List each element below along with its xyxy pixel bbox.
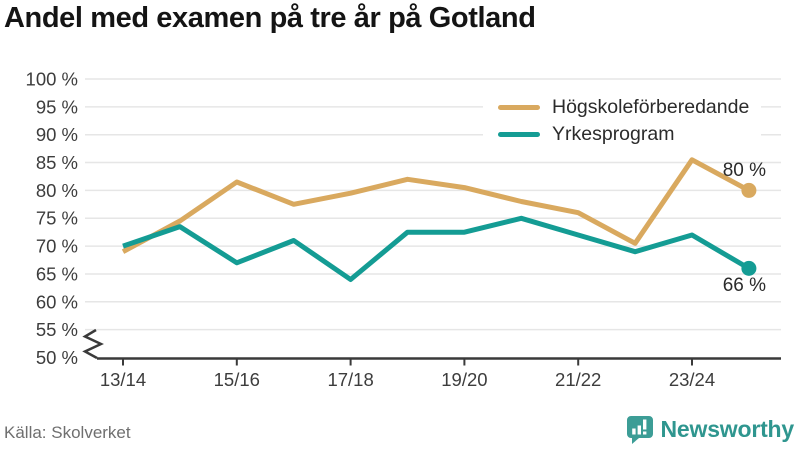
- y-axis-label: 55 %: [36, 319, 78, 340]
- y-axis-label: 70 %: [36, 236, 78, 257]
- legend-swatch-yrkesprogram: [498, 131, 540, 137]
- legend-label: Högskoleförberedande: [552, 95, 750, 118]
- series-line-1: [122, 215, 751, 282]
- y-axis-label: 65 %: [36, 263, 78, 284]
- y-axis-label: 100 %: [26, 68, 78, 89]
- source-note: Källa: Skolverket: [4, 423, 131, 442]
- x-axis-label: 17/18: [327, 369, 373, 390]
- newsworthy-logo[interactable]: Newsworthy: [625, 414, 794, 445]
- newsworthy-icon: [626, 416, 653, 444]
- y-axis-label: 60 %: [36, 291, 78, 312]
- legend-label: Yrkesprogram: [552, 122, 675, 145]
- series-line-0: [121, 157, 751, 254]
- x-axis-label: 21/22: [555, 369, 601, 390]
- chart-title: Andel med examen på tre år på Gotland: [4, 2, 536, 34]
- axis-break-icon: [82, 328, 104, 360]
- x-axis-label: 13/14: [100, 369, 146, 390]
- legend-item-hogskoleforberedande[interactable]: Högskoleförberedande: [498, 95, 750, 118]
- y-axis-label: 80 %: [36, 180, 78, 201]
- legend-swatch-hogskoleforberedande: [498, 104, 540, 110]
- y-axis-label: 95 %: [36, 96, 78, 117]
- series-end-dot-0: [741, 182, 757, 198]
- y-axis-label: 90 %: [36, 124, 78, 145]
- series-end-dot-1: [741, 260, 757, 276]
- legend-item-yrkesprogram[interactable]: Yrkesprogram: [498, 122, 749, 145]
- newsworthy-wordmark: Newsworthy: [660, 416, 795, 442]
- x-axis-label: 23/24: [669, 369, 715, 390]
- x-axis-label: 19/20: [441, 369, 487, 390]
- x-axis-label: 15/16: [214, 369, 260, 390]
- value-label-yrkesprogram: 66 %: [722, 275, 766, 296]
- y-axis-label: 85 %: [36, 152, 78, 173]
- value-label-hogskoleforberedande: 80 %: [722, 160, 766, 181]
- y-axis-label: 50 %: [36, 347, 78, 368]
- y-axis-label: 75 %: [36, 208, 78, 229]
- legend: Högskoleförberedande Yrkesprogram: [483, 92, 762, 151]
